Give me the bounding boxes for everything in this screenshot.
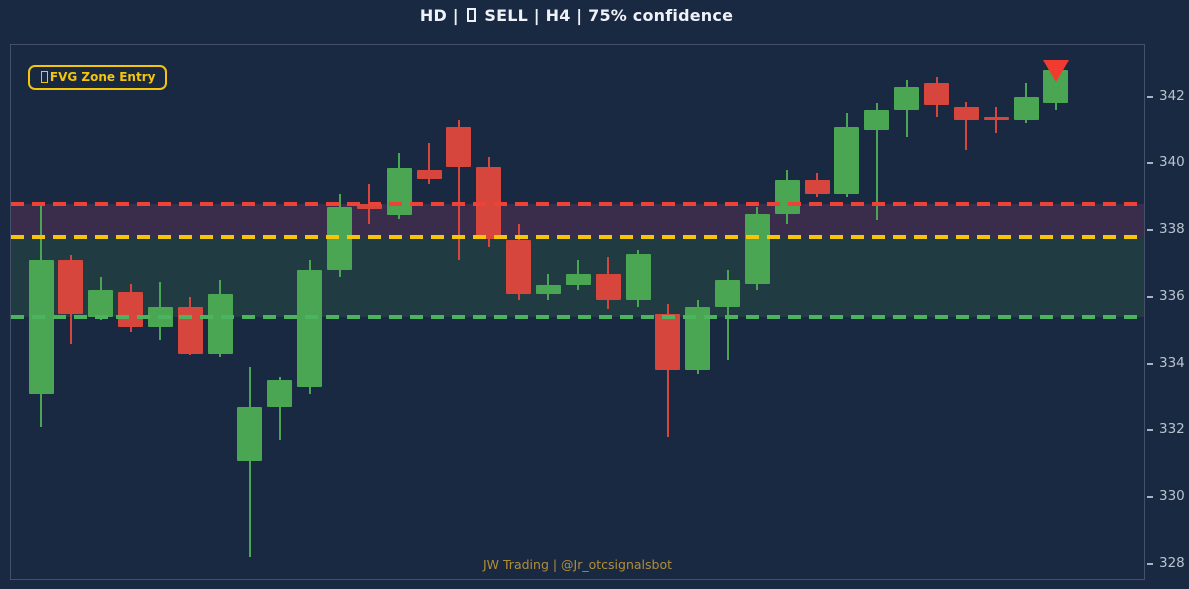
- candle-wick: [875, 103, 878, 221]
- candle: [1013, 96, 1039, 121]
- candle: [744, 213, 770, 284]
- candle: [715, 280, 741, 307]
- y-tick-label: 330: [1159, 488, 1185, 505]
- watermark: JW Trading | @Jr_otcsignalsbot: [482, 557, 673, 572]
- y-tick-label: 334: [1159, 354, 1185, 371]
- sell-signal-marker: [1042, 60, 1069, 83]
- candle: [446, 126, 472, 167]
- legend-label: FVG Zone Entry: [49, 70, 156, 84]
- candle: [983, 116, 1009, 121]
- candle-wick: [248, 367, 251, 558]
- candle-wick: [457, 120, 460, 261]
- y-tick-mark: [1147, 229, 1153, 232]
- plot-area: FVG Zone Entry JW Trading | @Jr_otcsigna…: [10, 44, 1145, 580]
- candle: [297, 270, 323, 388]
- entry-level-line: [11, 201, 1144, 206]
- candle: [565, 273, 591, 286]
- candle: [535, 285, 561, 294]
- candle: [625, 253, 651, 301]
- y-tick-mark: [1147, 562, 1153, 565]
- y-tick-mark: [1147, 429, 1153, 432]
- candle-wick: [995, 106, 998, 134]
- candle-wick: [965, 101, 968, 151]
- candle: [655, 313, 681, 371]
- y-tick-mark: [1147, 95, 1153, 98]
- candle-wick: [278, 377, 281, 441]
- candle: [177, 306, 203, 354]
- candle: [88, 290, 114, 317]
- candle: [207, 293, 233, 354]
- chart-title: HD | SELL | H4 | 75% confidence: [0, 6, 1153, 25]
- middle-level-line: [11, 234, 1144, 239]
- candle-wick: [428, 143, 431, 184]
- candle: [267, 380, 293, 408]
- candle: [924, 83, 949, 106]
- candle: [834, 126, 860, 194]
- candle: [953, 106, 979, 121]
- y-tick-label: 328: [1159, 554, 1185, 571]
- candle: [774, 180, 800, 214]
- candle: [595, 273, 621, 301]
- y-tick-label: 332: [1159, 421, 1185, 438]
- legend-box: FVG Zone Entry: [28, 65, 168, 90]
- candle-wick: [666, 303, 669, 438]
- lower-level-line: [11, 315, 1144, 319]
- candle: [237, 407, 263, 461]
- candle: [58, 260, 84, 314]
- candle: [386, 168, 412, 216]
- y-tick-mark: [1147, 362, 1153, 365]
- y-tick-label: 342: [1159, 87, 1185, 104]
- missing-glyph-icon: [467, 8, 476, 23]
- y-tick-label: 336: [1159, 287, 1185, 304]
- candle: [894, 86, 920, 111]
- y-tick-label: 340: [1159, 154, 1185, 171]
- missing-glyph-icon: [41, 71, 48, 83]
- candle: [506, 240, 532, 294]
- candle: [118, 291, 144, 327]
- zone-fvg-upper: [11, 203, 1144, 237]
- candle: [416, 170, 442, 179]
- candle: [864, 110, 890, 131]
- title-prefix: HD |: [419, 6, 459, 25]
- y-tick-mark: [1147, 162, 1153, 165]
- y-tick-mark: [1147, 295, 1153, 298]
- candle: [804, 180, 830, 194]
- candle: [28, 260, 54, 394]
- y-tick-label: 338: [1159, 221, 1185, 238]
- y-tick-mark: [1147, 496, 1153, 499]
- title-suffix: SELL | H4 | 75% confidence: [484, 6, 734, 25]
- candle: [356, 203, 382, 209]
